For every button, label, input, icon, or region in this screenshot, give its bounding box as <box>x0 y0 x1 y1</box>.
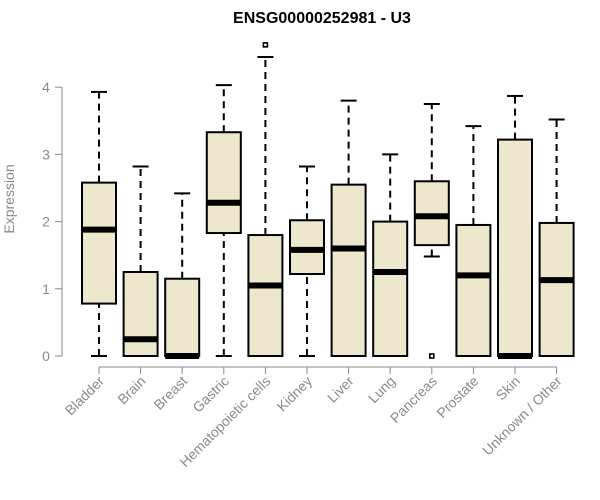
box-iqr <box>122 271 159 357</box>
box-group-7 <box>372 153 409 357</box>
box-group-10 <box>497 94 533 359</box>
box-group-0 <box>81 90 117 357</box>
box-group-11 <box>538 118 575 357</box>
outlier-point-0 <box>262 42 269 48</box>
y-axis: 0 1 2 3 4 <box>42 79 63 364</box>
box-group-5 <box>289 165 325 357</box>
y-tick-label-0: 0 <box>42 348 50 364</box>
box-group-6 <box>330 99 367 357</box>
box-group-8 <box>413 103 450 359</box>
box-group-3 <box>205 84 242 357</box>
y-tick-label-1: 1 <box>42 281 50 297</box>
boxes-layer <box>81 42 575 359</box>
box-iqr <box>205 131 242 235</box>
box-iqr <box>455 223 492 357</box>
box-group-9 <box>455 125 492 357</box>
box-iqr <box>247 234 284 357</box>
x-tick-label-7: Lung <box>365 373 398 406</box>
box-iqr <box>81 181 117 305</box>
x-tick-label-10: Skin <box>493 373 524 404</box>
chart-title: ENSG00000252981 - U3 <box>233 10 411 27</box>
outlier-point-0 <box>428 353 435 359</box>
box-group-2 <box>164 192 201 359</box>
x-tick-label-9: Prostate <box>433 373 481 421</box>
x-tick-label-5: Kidney <box>274 373 316 415</box>
box-iqr <box>538 221 575 357</box>
y-tick-label-4: 4 <box>42 79 50 95</box>
box-iqr <box>330 183 367 357</box>
x-tick-label-6: Liver <box>324 373 357 406</box>
box-iqr <box>413 180 450 247</box>
x-tick-label-11: Unknown / Other <box>479 373 565 459</box>
box-iqr <box>497 138 533 357</box>
box-group-1 <box>122 165 159 357</box>
x-tick-label-0: Bladder <box>62 373 108 419</box>
box-iqr <box>372 220 409 357</box>
y-tick-label-3: 3 <box>42 146 50 162</box>
y-tick-label-2: 2 <box>42 214 50 230</box>
box-iqr <box>164 277 201 357</box>
x-tick-label-1: Brain <box>114 373 148 407</box>
box-group-4 <box>247 42 284 357</box>
x-tick-label-2: Breast <box>150 373 190 413</box>
y-axis-label: Expression <box>1 164 17 233</box>
